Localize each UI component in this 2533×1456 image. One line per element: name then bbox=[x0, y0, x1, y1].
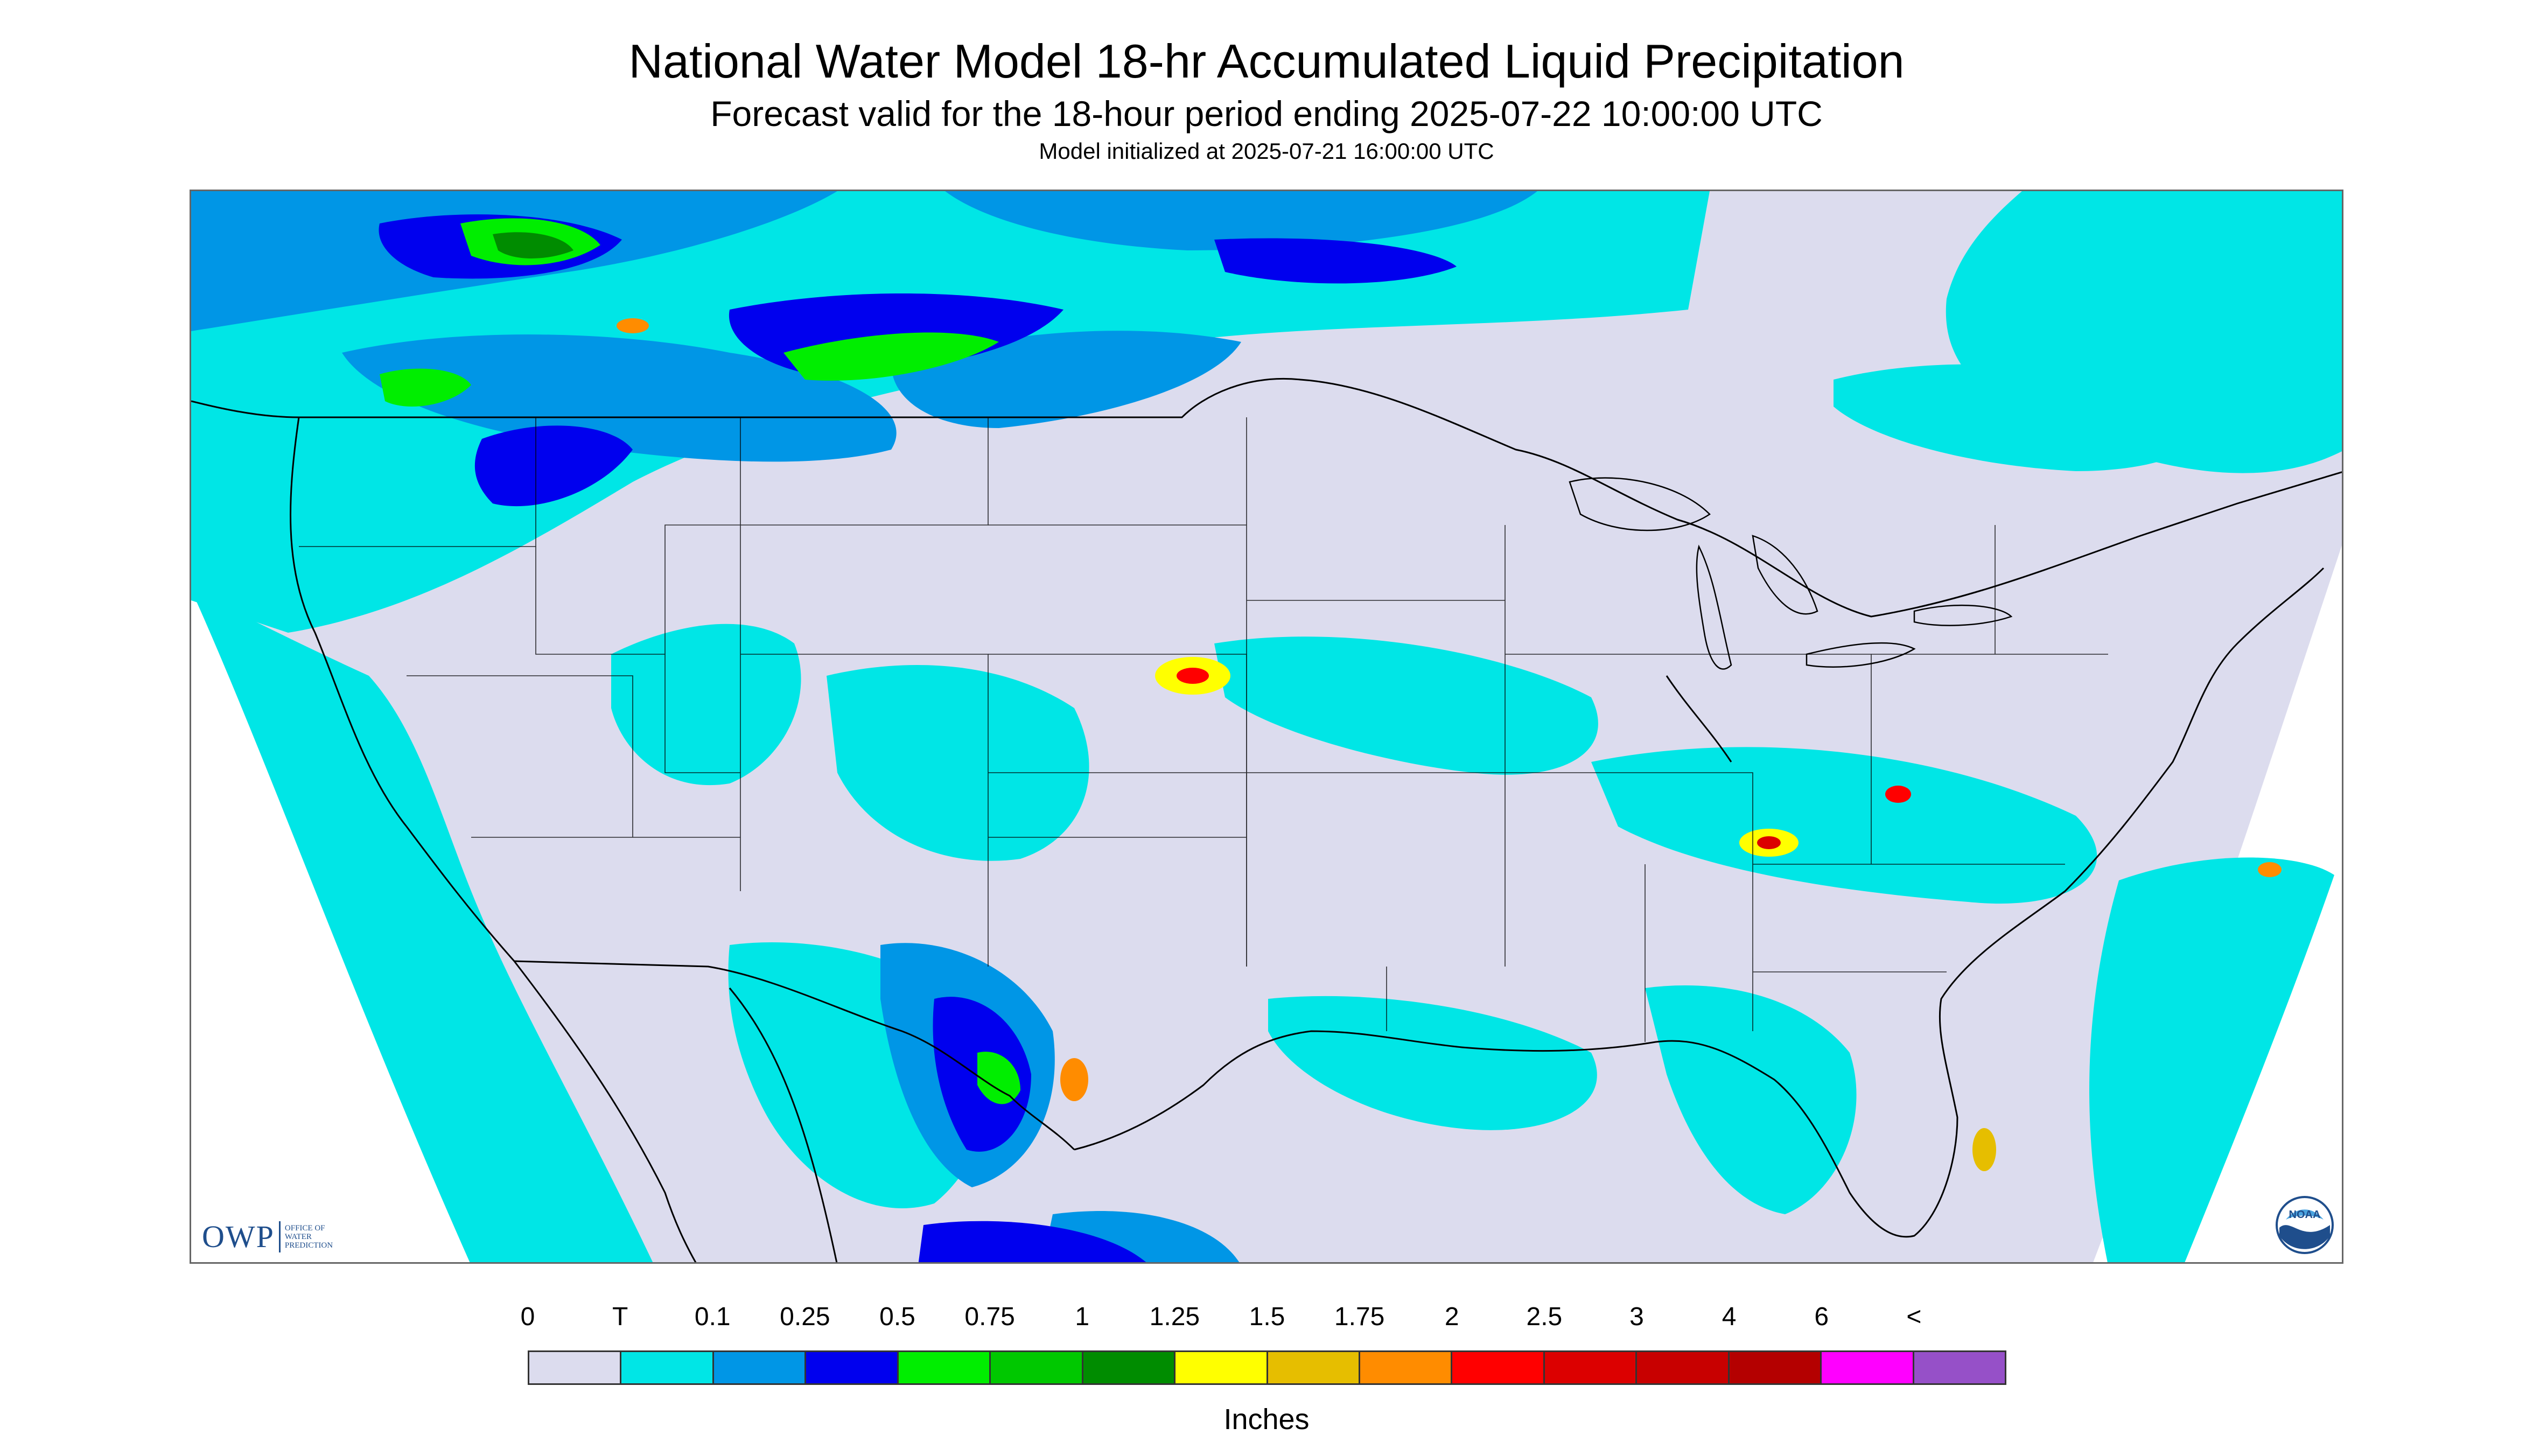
map-title: National Water Model 18-hr Accumulated L… bbox=[628, 34, 1905, 88]
owp-logo-divider bbox=[278, 1221, 281, 1252]
legend-swatch bbox=[1452, 1352, 1545, 1383]
owp-name-line: PREDICTION bbox=[284, 1241, 333, 1250]
legend-label: 1.75 bbox=[1334, 1303, 1385, 1331]
legend-swatch bbox=[621, 1352, 714, 1383]
legend-label: < bbox=[1906, 1303, 1922, 1331]
legend-swatch bbox=[1268, 1352, 1360, 1383]
legend-swatch bbox=[806, 1352, 899, 1383]
boundary-lines bbox=[191, 377, 2342, 1262]
legend-swatch bbox=[898, 1352, 991, 1383]
legend-label: 4 bbox=[1722, 1303, 1737, 1331]
legend-label: T bbox=[612, 1303, 628, 1331]
legend-swatch bbox=[1822, 1352, 1914, 1383]
great-lakes-outlines bbox=[1569, 477, 2013, 670]
legend-swatch bbox=[1729, 1352, 1822, 1383]
legend-label: 0.5 bbox=[879, 1303, 915, 1331]
state-lines bbox=[299, 417, 2108, 1042]
legend-label: 2 bbox=[1444, 1303, 1459, 1331]
intense-precip-cells bbox=[617, 318, 2282, 1171]
legend-swatch bbox=[529, 1352, 622, 1383]
legend-label: 2.5 bbox=[1526, 1303, 1563, 1331]
legend-label: 6 bbox=[1814, 1303, 1829, 1331]
legend-labels: 0 T 0.1 0.25 0.5 0.75 1 1.25 1.5 1.75 2 2.5 3 4 6 < bbox=[0, 1302, 2533, 1340]
legend-swatch bbox=[713, 1352, 807, 1383]
noaa-logo-text: NOAA bbox=[2289, 1209, 2321, 1221]
owp-logo: OWP OFFICE OF WATER PREDICTION bbox=[202, 1219, 333, 1255]
legend-swatch bbox=[1637, 1352, 1730, 1383]
color-scale-bar bbox=[528, 1350, 2006, 1385]
trace-precip-areas bbox=[191, 191, 2342, 1262]
legend-label: 0.75 bbox=[964, 1303, 1015, 1331]
legend-swatch bbox=[1544, 1352, 1638, 1383]
legend-swatch bbox=[1083, 1352, 1176, 1383]
owp-logo-name: OFFICE OF WATER PREDICTION bbox=[285, 1224, 333, 1250]
noaa-logo-icon: NOAA bbox=[2276, 1196, 2334, 1254]
owp-logo-text: OWP bbox=[202, 1219, 275, 1254]
legend-swatch bbox=[1175, 1352, 1268, 1383]
owp-name-line: WATER bbox=[284, 1232, 312, 1241]
legend-swatch bbox=[1360, 1352, 1453, 1383]
legend-label: 3 bbox=[1629, 1303, 1644, 1331]
precipitation-map-canvas bbox=[191, 191, 2342, 1262]
owp-name-line: OFFICE OF bbox=[284, 1223, 325, 1233]
legend-label: 0.1 bbox=[694, 1303, 731, 1331]
legend-label: 1.25 bbox=[1149, 1303, 1200, 1331]
legend-swatch bbox=[1914, 1352, 2005, 1383]
model-init-line: Model initialized at 2025-07-21 16:00:00… bbox=[1039, 138, 1494, 164]
map-subtitle: Forecast valid for the 18-hour period en… bbox=[710, 94, 1823, 134]
legend-label: 0.25 bbox=[780, 1303, 830, 1331]
legend-units-label: Inches bbox=[1223, 1403, 1310, 1436]
legend-label: 0 bbox=[520, 1303, 535, 1331]
very-heavy-precip-areas bbox=[493, 232, 573, 258]
legend-label: 1.5 bbox=[1249, 1303, 1285, 1331]
legend-swatch bbox=[991, 1352, 1083, 1383]
precipitation-map: OWP OFFICE OF WATER PREDICTION NOAA bbox=[190, 190, 2343, 1264]
legend-label: 1 bbox=[1075, 1303, 1090, 1331]
